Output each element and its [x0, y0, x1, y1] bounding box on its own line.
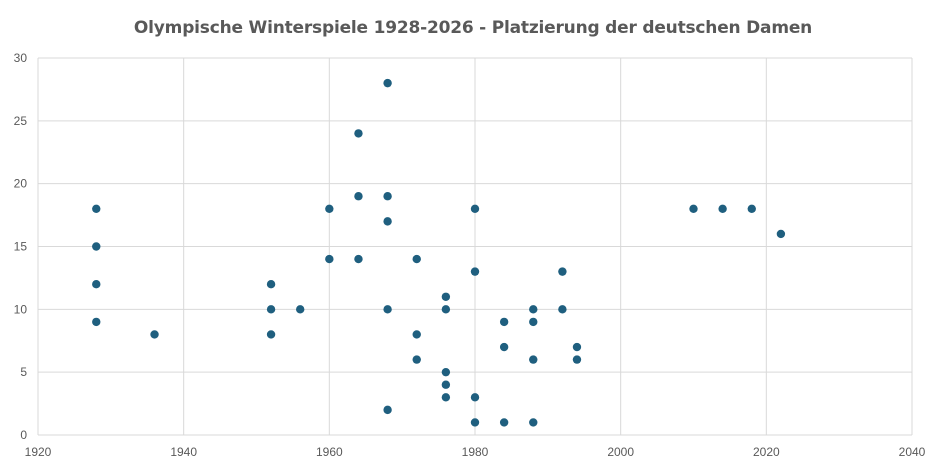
data-point — [383, 217, 392, 226]
data-point — [558, 305, 567, 314]
x-tick-label: 2020 — [753, 445, 780, 459]
data-point — [266, 280, 276, 289]
data-point — [150, 330, 159, 339]
data-point — [499, 342, 509, 352]
y-tick-label: 20 — [14, 177, 28, 191]
data-point — [266, 305, 276, 314]
data-point — [92, 280, 101, 289]
data-point — [383, 192, 392, 201]
data-points — [92, 78, 786, 427]
data-point — [572, 355, 582, 364]
data-point — [354, 254, 363, 264]
x-tick-label: 1920 — [25, 445, 52, 459]
data-point — [266, 330, 276, 339]
y-tick-label: 5 — [20, 365, 27, 379]
data-point — [558, 267, 567, 276]
tick-labels: 0 5 10 15 20 25 30 1920 1940 1960 1980 2000 2020 2040 — [14, 51, 926, 459]
data-point — [412, 355, 421, 364]
data-point — [529, 305, 538, 314]
data-point — [470, 393, 480, 402]
chart-title: Olympische Winterspiele 1928-2026 - Plat… — [133, 18, 813, 38]
data-point — [412, 254, 421, 264]
data-point — [92, 317, 101, 327]
data-point — [441, 292, 451, 301]
data-point — [572, 342, 582, 352]
data-point — [383, 305, 392, 314]
data-point — [354, 129, 363, 138]
data-point — [412, 330, 421, 339]
y-tick-label: 0 — [20, 428, 27, 442]
y-tick-label: 10 — [14, 302, 28, 316]
x-tick-label: 1980 — [462, 445, 489, 459]
data-point — [718, 204, 727, 213]
data-point — [529, 418, 538, 427]
data-point — [325, 204, 334, 213]
data-point — [499, 418, 509, 427]
data-point — [441, 380, 451, 389]
data-point — [747, 204, 756, 213]
data-point — [325, 254, 334, 264]
x-tick-label: 1940 — [170, 445, 197, 459]
data-point — [499, 317, 509, 327]
data-point — [441, 367, 451, 377]
data-point — [689, 204, 698, 213]
x-tick-label: 2040 — [899, 445, 926, 459]
y-tick-label: 15 — [14, 240, 28, 254]
data-point — [92, 204, 101, 213]
data-point — [470, 204, 480, 213]
data-point — [529, 317, 538, 327]
y-tick-label: 30 — [14, 51, 28, 65]
data-point — [92, 242, 101, 251]
data-point — [441, 393, 451, 402]
data-point — [441, 305, 451, 314]
data-point — [383, 405, 392, 415]
x-tick-label: 1960 — [316, 445, 343, 459]
gridlines — [37, 57, 913, 436]
data-point — [470, 418, 480, 427]
data-point — [776, 229, 786, 239]
x-tick-label: 2000 — [607, 445, 634, 459]
data-point — [354, 192, 363, 201]
data-point — [296, 305, 305, 314]
data-point — [383, 78, 392, 88]
data-point — [529, 355, 538, 364]
data-point — [470, 267, 480, 276]
y-tick-label: 25 — [14, 114, 28, 128]
